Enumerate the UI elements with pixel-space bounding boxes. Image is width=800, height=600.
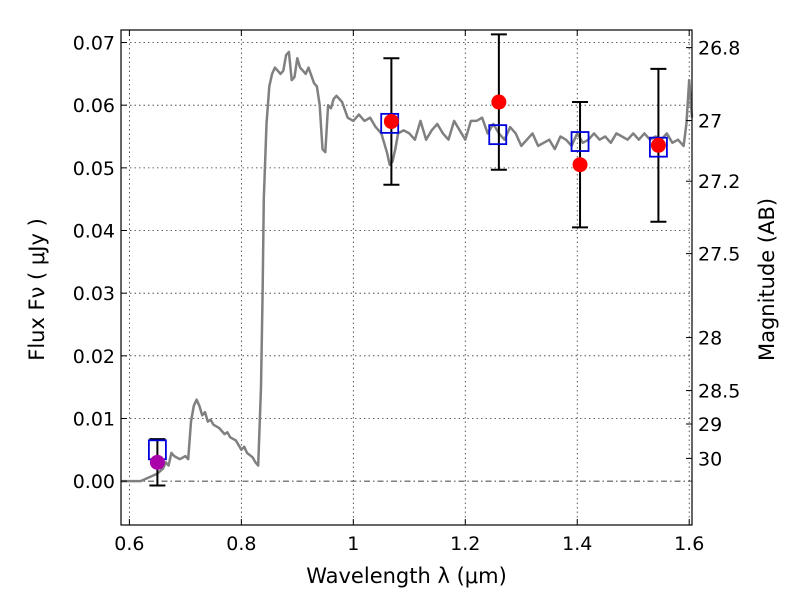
axis-ticks — [121, 30, 692, 525]
magnitude-tick-label: 28 — [698, 328, 722, 350]
magnitude-tick-label: 28.5 — [698, 381, 740, 403]
magnitude-tick-label: 26.8 — [698, 38, 740, 60]
y-tick-label: 0.06 — [73, 95, 115, 117]
model-photometry-square — [649, 136, 668, 158]
magnitude-tick-label: 27.2 — [698, 171, 740, 193]
observed-photometry-point — [650, 137, 666, 153]
observed-photometry-group — [149, 94, 666, 470]
plot-frame — [120, 29, 693, 526]
magnitude-tick-label: 30 — [698, 448, 722, 470]
magnitude-axis-label: Magnitude (AB) — [755, 198, 779, 361]
magnitude-tick-label: 27 — [698, 111, 722, 133]
observed-photometry-point — [491, 94, 507, 110]
grid-lines — [121, 30, 692, 525]
model-photometry-square — [570, 131, 590, 152]
y-tick-label: 0.02 — [73, 346, 115, 368]
y-tick-label: 0.04 — [73, 221, 115, 243]
x-tick-label: 1.6 — [674, 533, 704, 555]
observed-photometry-point — [149, 454, 165, 470]
x-tick-label: 0.8 — [226, 533, 256, 555]
spectrum-line-group — [121, 50, 694, 483]
y-tick-label: 0.03 — [73, 283, 115, 305]
tick-labels: 0.6 0.8 1 1.2 1.4 1.6 0.00 0.01 0.02 0.03 0.04 0.05… — [73, 33, 741, 555]
model-photometry-group — [147, 112, 668, 461]
y-tick-label: 0.01 — [73, 408, 115, 430]
y-axis-label: Flux Fν ( μJy ) — [25, 218, 49, 361]
y-tick-label: 0.05 — [73, 158, 115, 180]
y-tick-label: 0.00 — [73, 471, 115, 493]
x-axis-label: Wavelength λ (μm) — [306, 564, 507, 588]
model-photometry-square — [488, 124, 508, 146]
spectrum-line — [121, 50, 694, 483]
x-tick-label: 0.6 — [114, 533, 144, 555]
y-tick-label: 0.07 — [73, 33, 115, 55]
x-tick-label: 1.4 — [562, 533, 592, 555]
observed-photometry-point — [572, 157, 588, 173]
errorbar-group — [149, 33, 667, 487]
x-tick-label: 1.2 — [450, 533, 480, 555]
magnitude-tick-label: 29 — [698, 414, 722, 436]
magnitude-tick-label: 27.5 — [698, 244, 740, 266]
observed-photometry-point — [383, 113, 399, 129]
x-tick-label: 1 — [347, 533, 359, 555]
